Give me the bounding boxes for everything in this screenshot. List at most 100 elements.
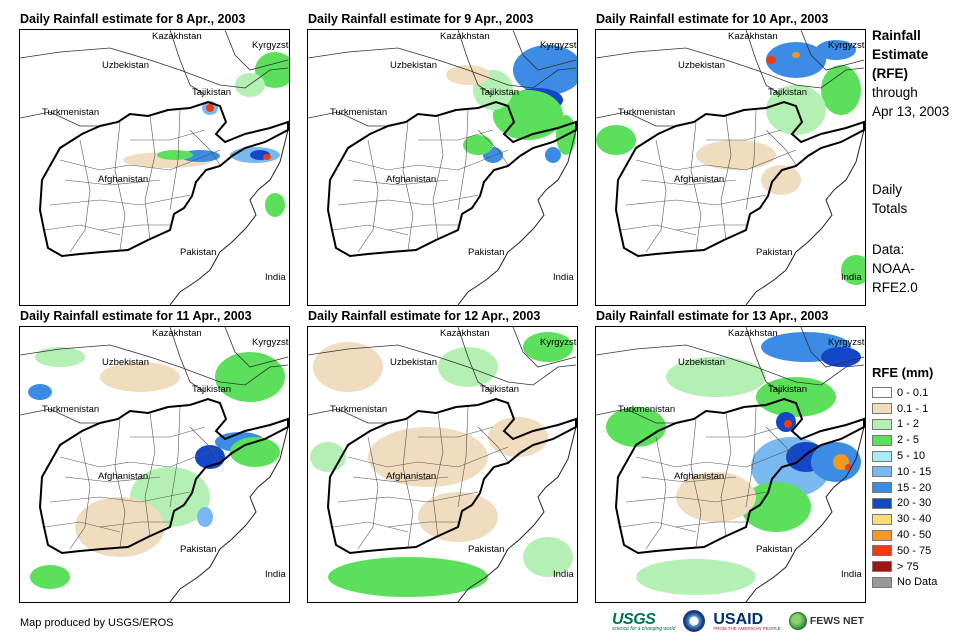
country-border bbox=[800, 30, 865, 71]
province-border bbox=[49, 194, 191, 206]
country-border bbox=[745, 30, 782, 96]
usgs-logo: USGS science for a changing world bbox=[612, 611, 675, 632]
province-border bbox=[114, 418, 126, 548]
country-label-kazakhstan: Kazakhstan bbox=[728, 31, 778, 42]
country-label-pakistan: Pakistan bbox=[468, 247, 504, 258]
province-border bbox=[332, 224, 409, 236]
rainfall-area bbox=[523, 537, 573, 577]
legend-label: 10 - 15 bbox=[897, 465, 932, 478]
country-border bbox=[308, 408, 388, 424]
side-date: Apr 13, 2003 bbox=[872, 104, 950, 119]
legend-swatch bbox=[872, 387, 892, 399]
rainfall-area bbox=[784, 420, 792, 428]
country-label-kyrgyzstan: Kyrgyzstan bbox=[252, 337, 289, 348]
province-border bbox=[432, 412, 444, 538]
province-border bbox=[457, 109, 469, 211]
rainfall-layer bbox=[596, 40, 865, 285]
country-label-uzbekistan: Uzbekistan bbox=[678, 60, 725, 71]
country-label-turkmenistan: Turkmenistan bbox=[330, 107, 387, 118]
rainfall-area bbox=[30, 565, 70, 589]
rainfall-layer bbox=[123, 52, 289, 217]
province-border bbox=[352, 179, 449, 186]
country-label-pakistan: Pakistan bbox=[756, 544, 792, 555]
province-border bbox=[144, 412, 156, 538]
panel-title-3: Daily Rainfall estimate for 10 Apr., 200… bbox=[596, 12, 829, 26]
rainfall-area bbox=[368, 427, 488, 487]
country-border bbox=[169, 30, 206, 96]
province-border bbox=[640, 179, 737, 186]
province-border bbox=[418, 129, 494, 141]
province-border bbox=[130, 129, 206, 141]
side-source1: NOAA- bbox=[872, 261, 915, 276]
province-border bbox=[477, 426, 509, 463]
province-border bbox=[706, 129, 782, 141]
globe-icon bbox=[788, 612, 807, 630]
side-title-line1: Rainfall bbox=[872, 28, 921, 43]
country-border bbox=[169, 327, 206, 393]
province-border bbox=[332, 521, 409, 533]
country-label-india: India bbox=[553, 272, 574, 283]
province-border bbox=[69, 436, 91, 550]
rainfall-area bbox=[766, 42, 826, 78]
country-label-kyrgyzstan: Kyrgyzstan bbox=[540, 337, 577, 348]
country-border bbox=[457, 327, 494, 393]
rainfall-area bbox=[696, 140, 776, 170]
rainfall-map-4: Kazakhstan Kyrgyzstan Uzbekistan Tajikistan… bbox=[20, 327, 289, 602]
province-border bbox=[387, 521, 458, 528]
legend-swatch bbox=[872, 466, 892, 478]
province-border bbox=[402, 418, 414, 548]
province-border bbox=[64, 476, 161, 483]
country-border bbox=[596, 344, 865, 386]
afghanistan-border bbox=[38, 397, 289, 555]
rainfall-area bbox=[28, 384, 52, 400]
pakistan-border bbox=[745, 426, 865, 602]
province-border bbox=[675, 521, 746, 528]
rainfall-area bbox=[35, 347, 85, 367]
country-label-afghanistan: Afghanistan bbox=[674, 174, 724, 185]
province-border bbox=[706, 426, 782, 438]
rainfall-area bbox=[821, 347, 861, 367]
rainfall-area bbox=[821, 65, 861, 115]
legend-item: 0.1 - 1 bbox=[872, 401, 937, 417]
province-border bbox=[44, 521, 121, 533]
borders-layer bbox=[596, 327, 865, 602]
country-label-turkmenistan: Turkmenistan bbox=[42, 404, 99, 415]
province-border bbox=[620, 521, 697, 533]
rainfall-area bbox=[766, 85, 826, 135]
province-border bbox=[64, 179, 161, 186]
province-border bbox=[675, 224, 746, 231]
province-border bbox=[745, 406, 757, 508]
country-label-uzbekistan: Uzbekistan bbox=[678, 357, 725, 368]
map-panel-2: Kazakhstan Kyrgyzstan Uzbekistan Tajikistan… bbox=[307, 29, 578, 306]
country-border bbox=[745, 327, 782, 393]
country-label-kyrgyzstan: Kyrgyzstan bbox=[540, 40, 577, 51]
country-label-kyrgyzstan: Kyrgyzstan bbox=[252, 40, 289, 51]
province-border bbox=[337, 194, 479, 206]
country-border bbox=[596, 408, 676, 424]
province-border bbox=[59, 149, 221, 171]
legend-label: 20 - 30 bbox=[897, 497, 932, 510]
rainfall-area bbox=[463, 135, 493, 155]
country-label-kazakhstan: Kazakhstan bbox=[440, 31, 490, 42]
panel-title-5: Daily Rainfall estimate for 12 Apr., 200… bbox=[308, 309, 541, 323]
country-label-turkmenistan: Turkmenistan bbox=[42, 107, 99, 118]
rainfall-map-3: Kazakhstan Kyrgyzstan Uzbekistan Tajikistan… bbox=[596, 30, 865, 305]
province-border bbox=[477, 129, 509, 166]
province-border bbox=[357, 139, 379, 253]
rainfall-area bbox=[523, 332, 573, 362]
rainfall-area bbox=[596, 125, 636, 155]
province-border bbox=[640, 476, 737, 483]
map-panel-3: Kazakhstan Kyrgyzstan Uzbekistan Tajikistan… bbox=[595, 29, 866, 306]
country-label-tajikistan: Tajikistan bbox=[480, 384, 519, 395]
rainfall-area bbox=[676, 472, 756, 522]
legend-item: 2 - 5 bbox=[872, 432, 937, 448]
usgs-logo-text: USGS bbox=[612, 610, 656, 628]
country-label-uzbekistan: Uzbekistan bbox=[102, 357, 149, 368]
rainfall-area bbox=[206, 104, 214, 112]
side-source2: RFE2.0 bbox=[872, 280, 918, 295]
province-border bbox=[690, 418, 702, 548]
province-border bbox=[620, 224, 697, 236]
province-border bbox=[635, 446, 797, 468]
province-border bbox=[44, 224, 121, 236]
country-border bbox=[596, 47, 865, 89]
